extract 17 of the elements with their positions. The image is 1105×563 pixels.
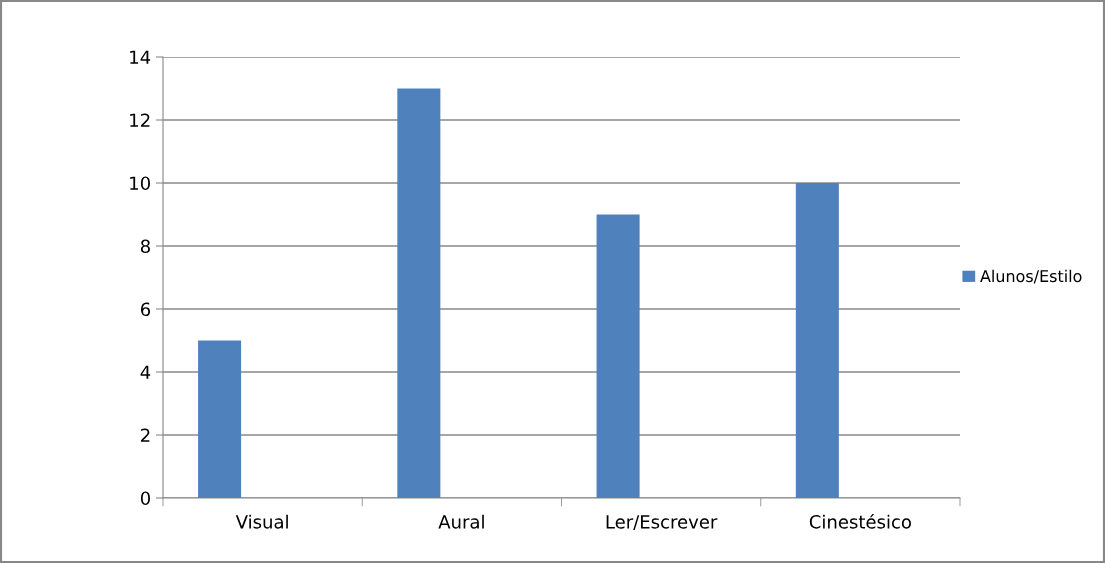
y-tick-label: 4 <box>140 365 151 379</box>
x-tick-label: Aural <box>438 514 484 529</box>
x-tick-label: Ler/Escrever <box>606 515 718 531</box>
y-tick-label: 6 <box>140 302 151 317</box>
bar <box>596 214 640 498</box>
legend-label: Alunos/Estilo <box>980 269 1082 284</box>
x-tick-label: Visual <box>235 514 288 529</box>
bar <box>795 183 839 498</box>
y-tick-label: 10 <box>130 176 150 191</box>
bar <box>397 88 441 498</box>
y-tick-label: 2 <box>141 428 150 442</box>
x-tick-label: Cinestésico <box>809 513 911 529</box>
y-tick-label: 12 <box>130 113 150 127</box>
y-tick-label: 14 <box>130 50 151 64</box>
y-tick-label: 0 <box>140 491 150 506</box>
bar <box>198 340 242 498</box>
y-tick-label: 8 <box>140 239 150 254</box>
